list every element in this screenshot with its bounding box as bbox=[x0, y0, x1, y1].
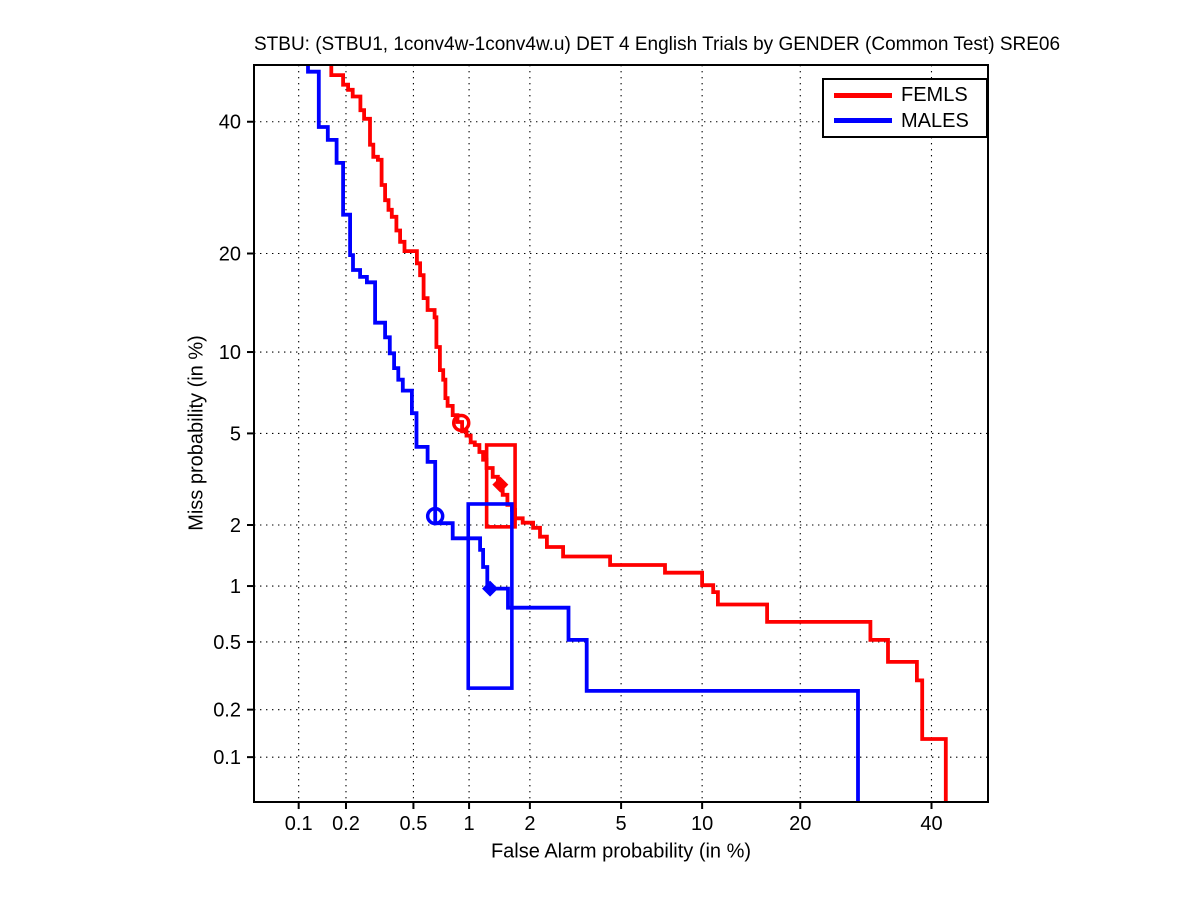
det-curve-femls bbox=[329, 65, 948, 802]
min-dcf-marker-males bbox=[425, 506, 445, 526]
x-tick-label: 2 bbox=[524, 813, 535, 835]
tick-labels: 0.1 0.2 0.5 1 2 5 10 20 40 0.1 0.2 0.5 1 2 5 10 20 40 bbox=[213, 112, 942, 835]
x-tick-label: 5 bbox=[616, 813, 627, 835]
legend-label-males: MALES bbox=[901, 109, 969, 132]
y-tick-label: 40 bbox=[219, 112, 241, 134]
confidence-box-femls bbox=[484, 443, 517, 529]
x-tick-label: 20 bbox=[789, 813, 811, 835]
femls-line-swatch bbox=[834, 92, 892, 98]
y-tick-label: 0.5 bbox=[213, 632, 241, 654]
series-femls bbox=[329, 65, 948, 802]
act-dcf-marker-femls bbox=[492, 476, 509, 493]
chart-title: STBU: (STBU1, 1conv4w-1conv4w.u) DET 4 E… bbox=[254, 34, 1061, 55]
y-tick-label: 0.2 bbox=[213, 700, 241, 722]
y-tick-label: 1 bbox=[230, 576, 241, 598]
y-axis-label: Miss probability (in %) bbox=[185, 335, 208, 531]
x-axis-label: False Alarm probability (in %) bbox=[490, 840, 752, 863]
legend-label-femls: FEMLS bbox=[901, 84, 968, 107]
axis-ticks bbox=[247, 120, 933, 809]
y-tick-label: 20 bbox=[219, 244, 241, 266]
x-tick-label: 1 bbox=[464, 813, 475, 835]
x-tick-label: 10 bbox=[691, 813, 713, 835]
legend: FEMLS MALES bbox=[822, 78, 988, 138]
series-males bbox=[306, 65, 860, 802]
confidence-box-males bbox=[466, 502, 514, 690]
act-dcf-marker-males bbox=[482, 580, 499, 597]
y-tick-label: 2 bbox=[230, 515, 241, 537]
det-curve-males bbox=[306, 65, 860, 802]
x-tick-label: 0.5 bbox=[400, 813, 428, 835]
males-line-swatch bbox=[834, 118, 892, 124]
y-tick-label: 5 bbox=[230, 423, 241, 445]
x-tick-label: 0.2 bbox=[332, 813, 360, 835]
legend-entry-males: MALES bbox=[834, 111, 986, 131]
grid-lines bbox=[254, 65, 988, 802]
y-tick-label: 10 bbox=[219, 342, 241, 364]
legend-entry-femls: FEMLS bbox=[834, 85, 986, 105]
min-dcf-marker-femls bbox=[451, 413, 471, 433]
x-tick-label: 40 bbox=[920, 813, 942, 835]
y-tick-label: 0.1 bbox=[213, 747, 241, 769]
x-tick-label: 0.1 bbox=[285, 813, 313, 835]
